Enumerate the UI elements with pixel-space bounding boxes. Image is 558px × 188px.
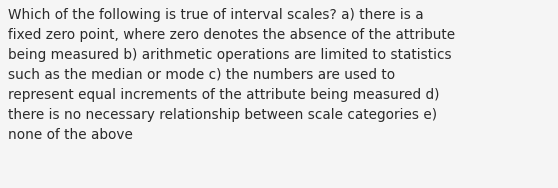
Text: Which of the following is true of interval scales? a) there is a
fixed zero poin: Which of the following is true of interv… xyxy=(8,8,455,142)
